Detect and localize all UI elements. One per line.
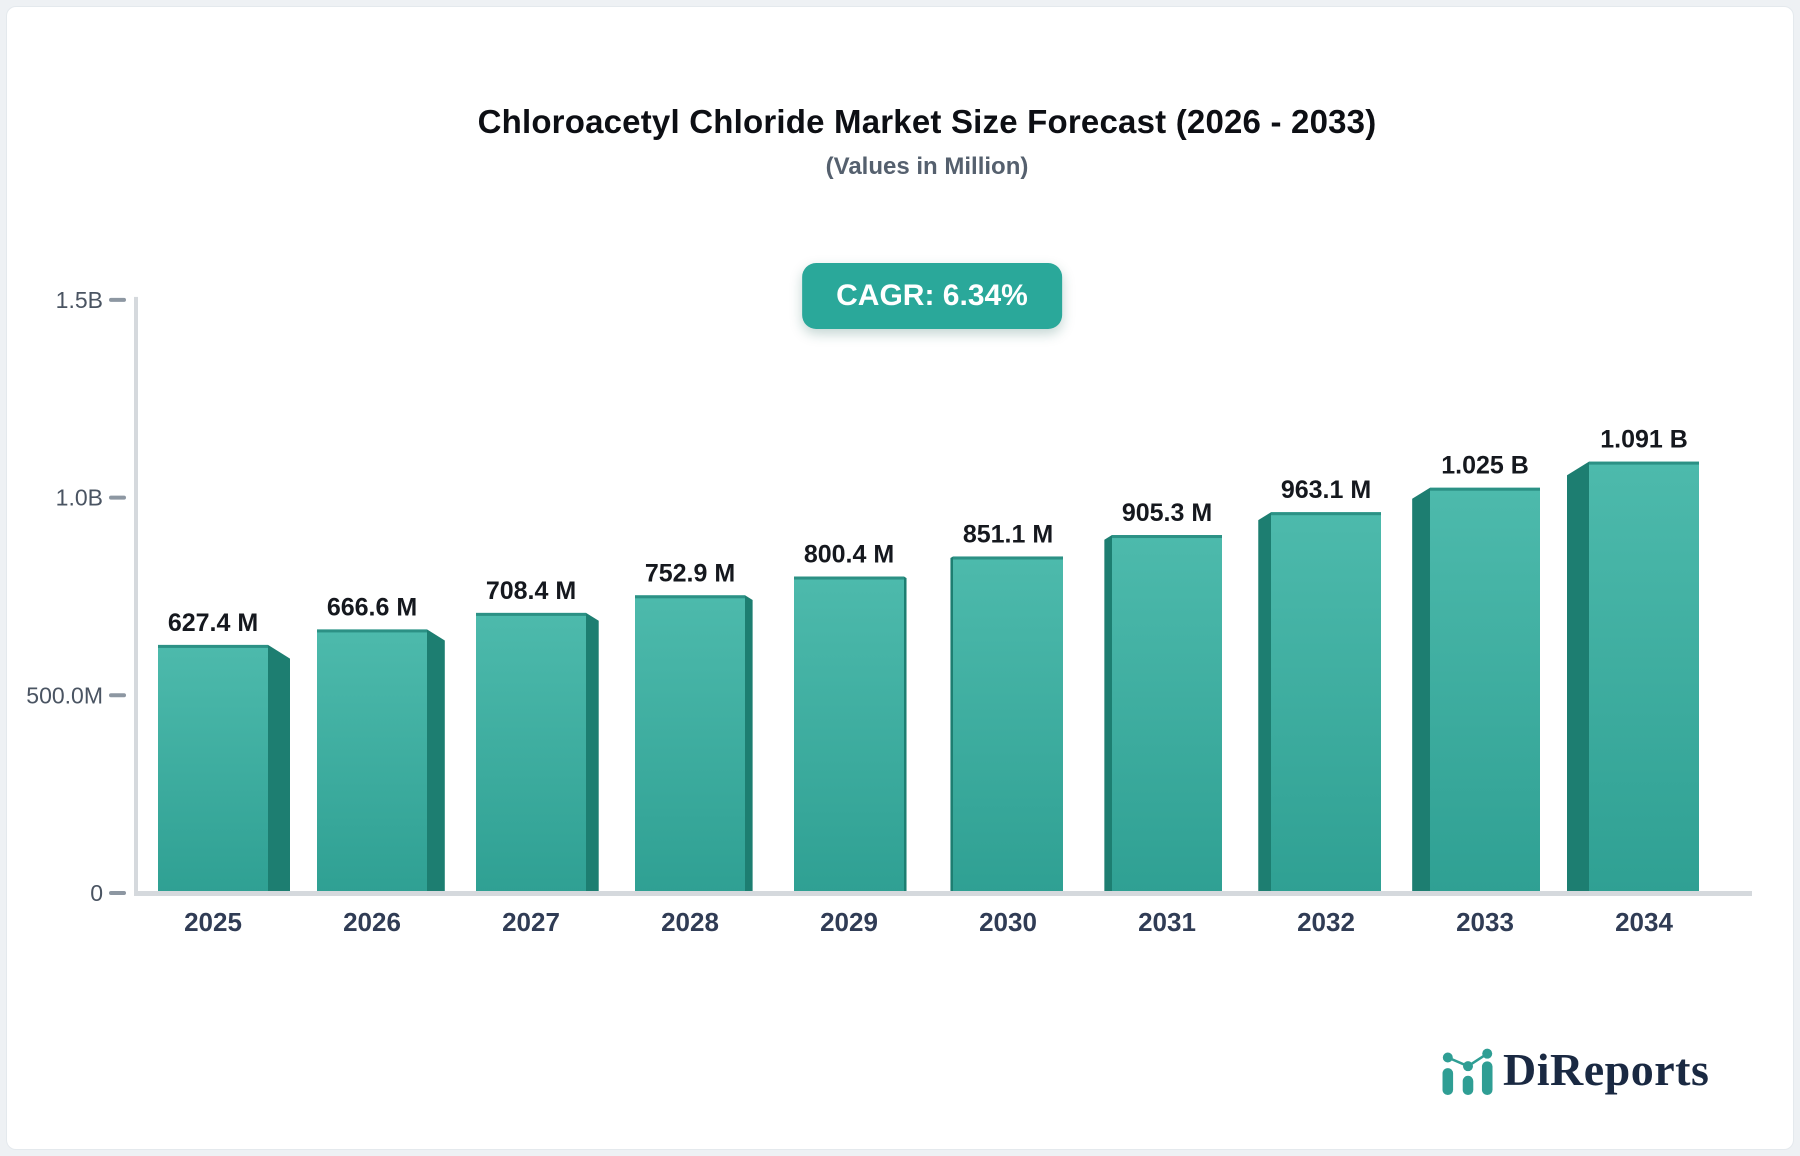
x-axis-label: 2034 <box>1615 907 1673 937</box>
bar-value-label: 851.1 M <box>963 520 1053 548</box>
bar-side-face <box>1412 487 1430 893</box>
y-tick-label: 0 <box>90 880 103 906</box>
bar-side-face <box>745 595 753 893</box>
bar-chart: 0 500.0M 1.0B 1.5B 627.4 M 2025 666.6 M 2026 708… <box>26 287 1752 937</box>
x-axis-label: 2029 <box>820 907 878 937</box>
y-tick-mark <box>109 891 126 895</box>
bar-side-face <box>1567 461 1589 893</box>
x-axis-label: 2030 <box>979 907 1037 937</box>
y-tick-mark <box>109 495 126 500</box>
bar-side-face <box>586 612 599 893</box>
bar-top-edge <box>317 629 427 633</box>
bar-top-edge <box>953 556 1063 560</box>
bar-side-face <box>1258 512 1271 893</box>
x-axis-label: 2032 <box>1297 907 1355 937</box>
bar-value-label: 627.4 M <box>168 609 258 637</box>
y-tick-label: 1.0B <box>56 485 103 511</box>
bar-side-face <box>427 629 445 893</box>
x-axis-label: 2027 <box>502 907 560 937</box>
bar-top-edge <box>1430 487 1540 491</box>
bar-side-face <box>268 644 290 893</box>
x-axis-line <box>134 891 1752 896</box>
bar-value-label: 1.091 B <box>1600 426 1688 454</box>
brand-name: DiReports <box>1503 1044 1710 1095</box>
chart-card: Chloroacetyl Chloride Market Size Foreca… <box>6 6 1794 1150</box>
bar-2030[interactable] <box>953 556 1063 893</box>
bar-top-edge <box>1112 535 1222 539</box>
x-axis-label: 2028 <box>661 907 719 937</box>
y-tick-label: 1.5B <box>56 287 103 313</box>
bar-value-label: 963.1 M <box>1281 476 1371 504</box>
x-axis-label: 2025 <box>184 907 242 937</box>
cagr-badge: CAGR: 6.34% <box>802 263 1062 329</box>
bar-value-label: 905.3 M <box>1122 499 1212 527</box>
bar-top-edge <box>158 644 268 648</box>
bar-top-edge <box>476 612 586 616</box>
x-axis-label: 2031 <box>1138 907 1196 937</box>
bar-value-label: 1.025 B <box>1441 452 1529 480</box>
bar-side-face <box>904 576 907 893</box>
bar-2027[interactable] <box>476 612 586 893</box>
brand-logo: DiReports <box>1439 1043 1709 1096</box>
chart-subtitle: (Values in Million) <box>825 153 1029 180</box>
bar-top-edge <box>794 576 904 580</box>
bar-2029[interactable] <box>794 576 904 893</box>
bar-2031[interactable] <box>1112 535 1222 893</box>
x-axis-label: 2026 <box>343 907 401 937</box>
bar-2033[interactable] <box>1430 487 1540 893</box>
bar-value-label: 800.4 M <box>804 541 894 569</box>
bar-2025[interactable] <box>158 644 268 893</box>
y-tick-label: 500.0M <box>26 682 103 708</box>
bar-2034[interactable] <box>1589 461 1699 893</box>
bar-2032[interactable] <box>1271 512 1381 893</box>
y-axis-line <box>134 296 138 893</box>
chart-title: Chloroacetyl Chloride Market Size Foreca… <box>477 103 1377 140</box>
cagr-badge-label: CAGR: 6.34% <box>836 279 1028 312</box>
bar-value-label: 708.4 M <box>486 577 576 605</box>
bar-side-face <box>950 556 953 893</box>
bar-value-label: 666.6 M <box>327 593 417 621</box>
x-axis-label: 2033 <box>1456 907 1514 937</box>
y-tick-mark <box>109 297 126 302</box>
bar-value-label: 752.9 M <box>645 559 735 587</box>
bar-top-edge <box>635 595 745 599</box>
bar-2026[interactable] <box>317 629 427 893</box>
bar-top-edge <box>1271 512 1381 516</box>
bar-top-edge <box>1589 461 1699 465</box>
y-tick-mark <box>109 693 126 698</box>
mini-bar-line-chart-icon <box>1442 1048 1493 1095</box>
bar-2028[interactable] <box>635 595 745 893</box>
bar-side-face <box>1104 535 1112 893</box>
